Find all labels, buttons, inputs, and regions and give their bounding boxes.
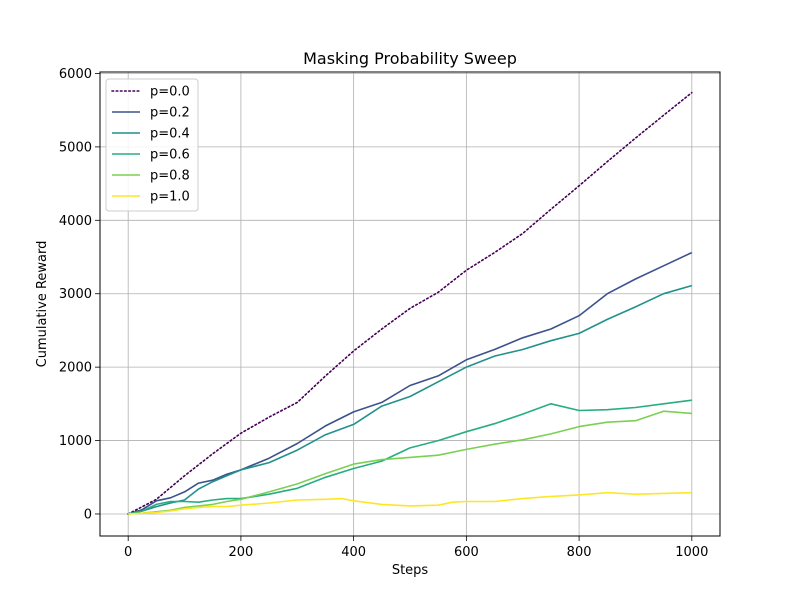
chart-title: Masking Probability Sweep [303, 49, 517, 68]
plot-lines [127, 91, 693, 515]
y-tick-label: 3000 [59, 287, 92, 302]
series-line-p-0-8 [128, 410, 692, 515]
y-tick-label: 6000 [59, 67, 92, 82]
legend-label: p=0.8 [150, 169, 190, 184]
x-axis-label: Steps [392, 563, 429, 578]
y-tick-label: 2000 [59, 361, 92, 376]
series-line-p-1-0 [128, 491, 692, 515]
x-tick-label: 200 [228, 545, 253, 560]
x-tick-label: 400 [341, 545, 366, 560]
axis-ticks: 0 200 400 600 800 1000 0 1000 2000 3000 4000 5000 60… [59, 67, 708, 560]
x-tick-label: 0 [124, 545, 132, 560]
x-tick-label: 600 [454, 545, 479, 560]
x-tick-label: 800 [567, 545, 592, 560]
y-tick-label: 0 [84, 507, 92, 522]
legend: p=0.0 p=0.2 p=0.4 p=0.6 p=0.8 p=1.0 [105, 78, 199, 212]
legend-label: p=0.6 [150, 148, 190, 163]
legend-label: p=0.2 [150, 106, 190, 121]
y-tick-label: 5000 [59, 140, 92, 155]
series-line-p-0-2 [127, 251, 693, 515]
series-line-p-0-6 [128, 399, 692, 515]
series-line-p-0-0 [127, 91, 693, 515]
legend-label: p=0.0 [150, 85, 190, 100]
y-axis-label: Cumulative Reward [35, 241, 50, 368]
y-tick-label: 4000 [59, 214, 92, 229]
series-line-p-0-4 [128, 284, 693, 515]
legend-label: p=0.4 [150, 127, 190, 142]
axes-frame [99, 71, 721, 537]
legend-label: p=1.0 [150, 190, 190, 205]
grid [100, 72, 720, 536]
y-tick-label: 1000 [59, 434, 92, 449]
x-tick-label: 1000 [675, 545, 708, 560]
